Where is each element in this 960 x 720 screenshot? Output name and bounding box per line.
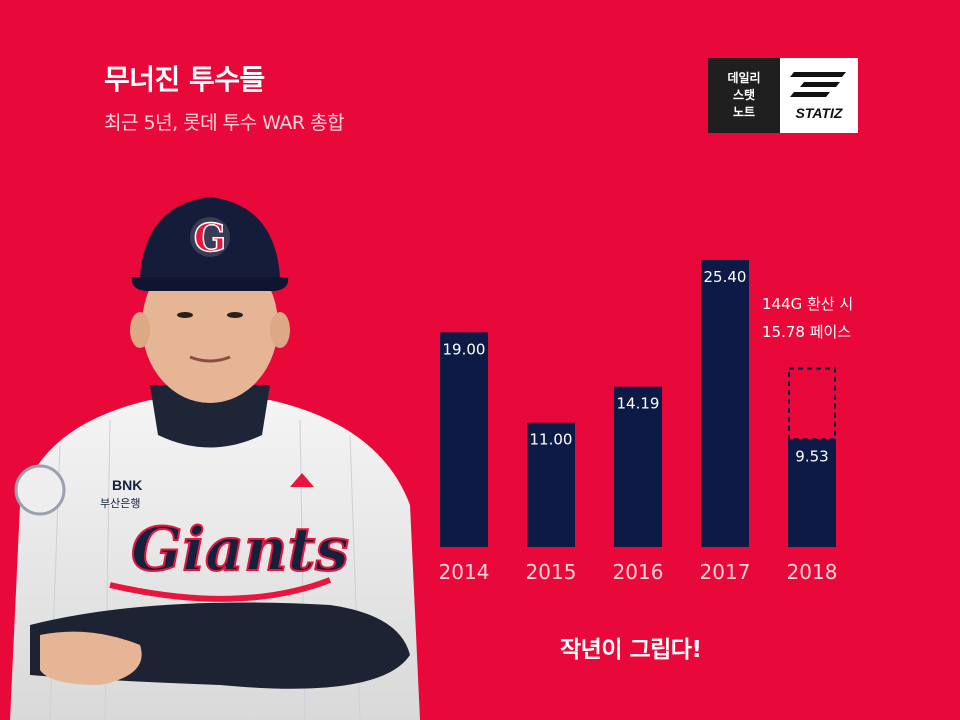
bar-2015 — [527, 422, 575, 547]
jersey-script: Giants — [131, 515, 349, 585]
hand — [40, 631, 142, 685]
value-label-2016: 14.19 — [617, 395, 660, 413]
statiz-brand: STATIZ — [795, 105, 843, 121]
projection-note-line-2: 15.78 페이스 — [762, 323, 852, 341]
sponsor-name: 부산은행 — [100, 497, 140, 510]
value-label-2017: 25.40 — [704, 268, 747, 286]
cap-logo: G — [194, 215, 226, 260]
undershirt-collar — [150, 385, 270, 448]
statiz-logo: STATIZ — [780, 58, 858, 133]
daily-stat-note-label: 데일리 스탯 노트 — [708, 58, 780, 133]
sponsor-logo: BNK — [112, 477, 142, 493]
statiz-badge: 데일리 스탯 노트 STATIZ — [708, 58, 858, 133]
bar-2014 — [440, 332, 488, 547]
badge-line-3: 노트 — [732, 105, 756, 119]
cap — [140, 197, 280, 277]
value-label-2015: 11.00 — [530, 431, 573, 449]
x-tick-2018: 2018 — [787, 560, 838, 584]
value-label-2014: 19.00 — [443, 340, 486, 358]
bar-2017 — [701, 259, 749, 547]
x-tick-2016: 2016 — [613, 560, 664, 584]
player-illustration: G Giants BNK 부산은행 — [10, 197, 420, 720]
badge-line-1: 데일리 — [727, 71, 761, 85]
page-title: 무너진 투수들 — [104, 63, 265, 96]
page-subtitle: 최근 5년, 롯데 투수 WAR 총합 — [104, 112, 345, 134]
tagline: 작년이 그립다! — [560, 637, 702, 663]
sleeve-patch — [14, 464, 66, 516]
projection-note-line-1: 144G 환산 시 — [762, 295, 854, 313]
badge-line-2: 스탯 — [732, 88, 756, 102]
statiz-logo-icon — [790, 72, 846, 97]
projection-bar-2018 — [788, 367, 836, 441]
x-tick-2015: 2015 — [526, 560, 577, 584]
bar-2018 — [788, 439, 836, 547]
x-tick-2014: 2014 — [439, 560, 490, 584]
x-tick-2017: 2017 — [700, 560, 751, 584]
value-label-2018: 9.53 — [795, 447, 828, 465]
projection-note: 144G 환산 시 15.78 페이스 — [750, 290, 892, 346]
bar-2016 — [614, 386, 662, 547]
